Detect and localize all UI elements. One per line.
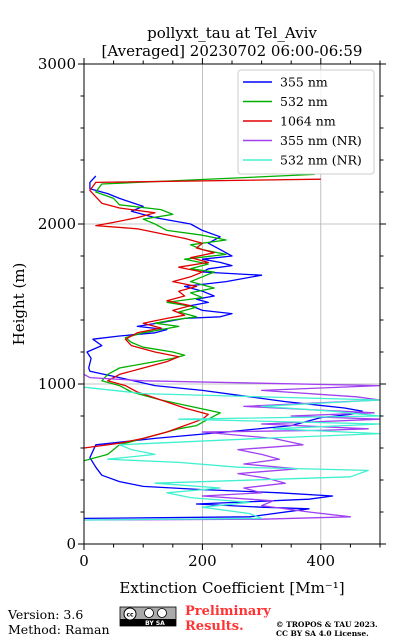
copyright-line1: © TROPOS & TAU 2023. bbox=[276, 620, 378, 629]
x-axis-label: Extinction Coefficient [Mm⁻¹] bbox=[119, 579, 344, 597]
cc-license-badge: cc BY SA bbox=[119, 606, 177, 627]
version-text: Version: 3.6 bbox=[7, 607, 83, 622]
y-tick-label: 2000 bbox=[38, 215, 76, 233]
cc-badge-text: BY SA bbox=[145, 620, 165, 627]
legend-label-3: 355 nm (NR) bbox=[280, 133, 362, 148]
legend-label-2: 1064 nm bbox=[280, 114, 336, 129]
y-tick-label: 3000 bbox=[38, 55, 76, 73]
y-tick-label: 0 bbox=[66, 535, 76, 553]
svg-text:cc: cc bbox=[126, 612, 134, 619]
legend-label-0: 355 nm bbox=[280, 75, 328, 90]
preliminary-text-line1: Preliminary bbox=[185, 604, 271, 619]
chart-title-line2: [Averaged] 20230702 06:00-06:59 bbox=[102, 42, 363, 60]
legend-label-1: 532 nm bbox=[280, 94, 328, 109]
series-layer bbox=[84, 173, 380, 521]
chart-title-line1: pollyxt_tau at Tel_Aviv bbox=[147, 24, 317, 42]
legend-box bbox=[237, 69, 375, 175]
cc-icon bbox=[123, 607, 137, 621]
y-axis-label: Height (m) bbox=[10, 263, 28, 346]
series-line-2 bbox=[84, 178, 321, 449]
series-line-3 bbox=[84, 373, 380, 521]
y-tick-label: 1000 bbox=[38, 375, 76, 393]
x-tick-label: 200 bbox=[188, 552, 217, 570]
copyright-line2: CC BY SA 4.0 License. bbox=[276, 629, 369, 638]
series-line-4 bbox=[84, 386, 380, 521]
x-tick-label: 400 bbox=[306, 552, 335, 570]
sa-icon bbox=[157, 608, 167, 618]
method-text: Method: Raman bbox=[8, 622, 110, 637]
legend: 355 nm 532 nm 1064 nm 355 nm (NR) 532 nm (NR… bbox=[237, 69, 375, 175]
x-tick-label: 0 bbox=[79, 552, 89, 570]
preliminary-text-line2: Results. bbox=[185, 619, 244, 634]
axis-ticks: 0 200 400 0 1000 2000 3000 bbox=[38, 55, 386, 570]
by-icon bbox=[144, 608, 154, 618]
legend-label-4: 532 nm (NR) bbox=[280, 153, 362, 168]
